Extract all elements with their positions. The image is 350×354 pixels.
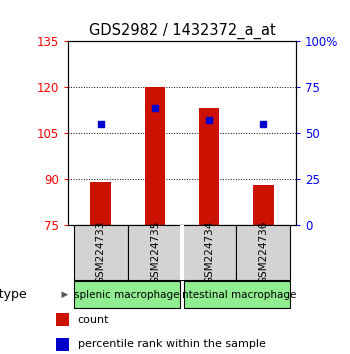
Text: cell type: cell type [0,288,27,301]
Bar [182,225,236,280]
Bar [56,338,69,350]
Title: GDS2982 / 1432372_a_at: GDS2982 / 1432372_a_at [89,23,275,39]
Text: GSM224735: GSM224735 [150,221,160,284]
Bar [184,281,290,308]
Bar [74,225,128,280]
Bar [236,225,290,280]
Bar [128,225,182,280]
Text: GSM224734: GSM224734 [204,221,214,284]
Bar [90,182,111,225]
Bar [145,87,165,225]
Bar [74,281,180,308]
Text: intestinal macrophage: intestinal macrophage [178,290,296,300]
Bar [199,108,219,225]
Text: GSM224733: GSM224733 [96,221,106,284]
Text: percentile rank within the sample: percentile rank within the sample [78,339,266,349]
Text: count: count [78,315,109,325]
Text: GSM224736: GSM224736 [258,221,268,284]
Bar [253,185,274,225]
Text: splenic macrophage: splenic macrophage [74,290,180,300]
Bar [56,313,69,326]
